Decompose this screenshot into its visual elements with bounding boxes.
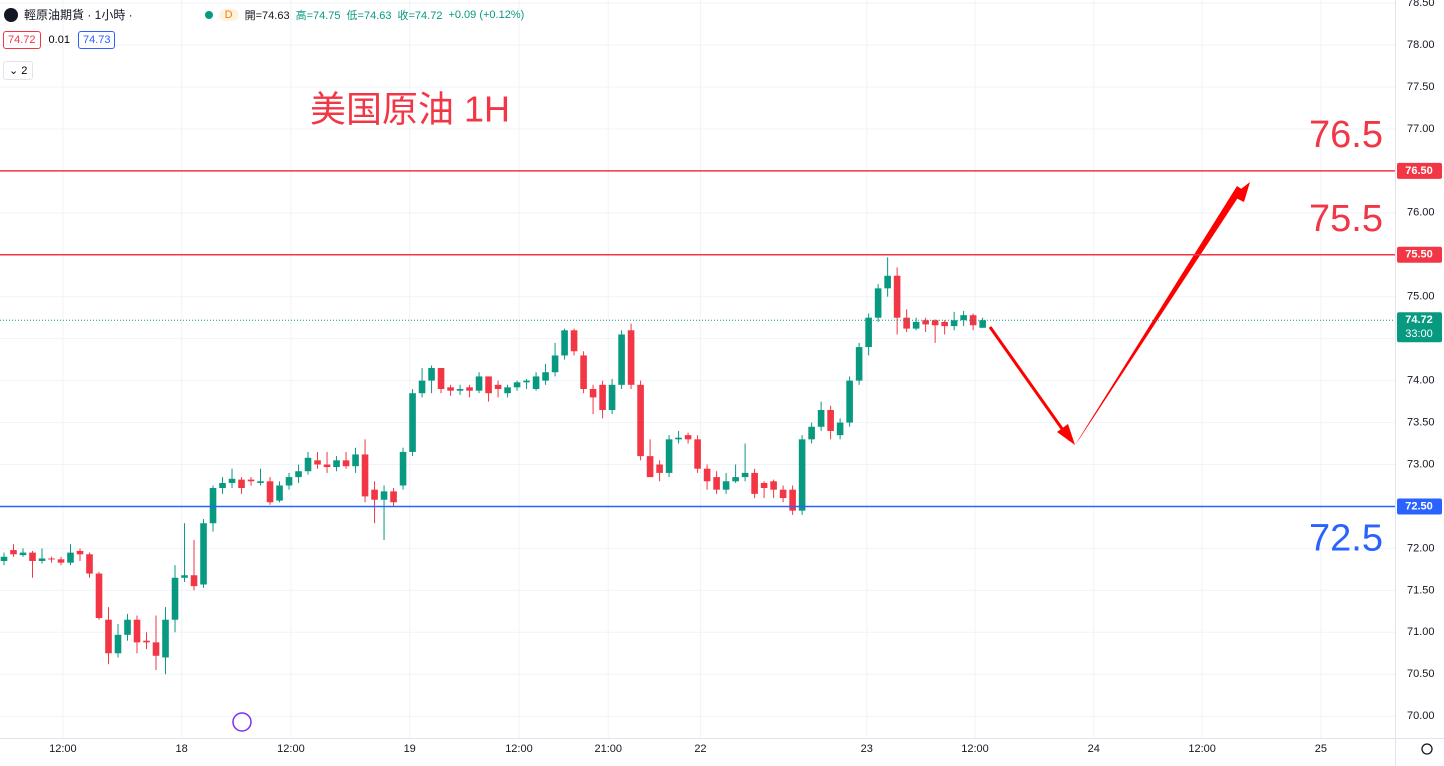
y-tick-label: 72.00 — [1407, 542, 1435, 554]
y-tick-label: 77.00 — [1407, 123, 1435, 135]
x-tick-label: 24 — [1088, 743, 1100, 755]
indicators-toggle[interactable]: ⌄ 2 — [3, 61, 34, 80]
level-label: 76.50 — [1405, 165, 1433, 177]
y-tick-label: 70.50 — [1407, 668, 1435, 680]
marks — [0, 275, 986, 658]
forecast-arrow — [988, 182, 1250, 445]
bid[interactable]: 74.72 — [3, 31, 41, 49]
level-badge — [1397, 162, 1442, 179]
last-price-badge — [1397, 312, 1442, 343]
chart-title: 美国原油 1H — [310, 89, 510, 130]
level-annotation: 75.5 — [1309, 198, 1383, 240]
y-tick-label: 78.50 — [1407, 0, 1435, 9]
price-axis-bg — [1395, 0, 1444, 766]
grid — [0, 0, 1395, 738]
y-tick-label: 71.00 — [1407, 626, 1435, 638]
y-tick-label: 78.00 — [1407, 39, 1435, 51]
x-tick-label: 23 — [861, 743, 873, 755]
ohlc-high: 高=74.75 — [295, 9, 341, 22]
countdown: 33:00 — [1405, 328, 1433, 340]
y-tick-label: 74.00 — [1407, 375, 1435, 387]
level-badge — [1397, 498, 1442, 515]
quote-row: 74.72 0.01 74.73 — [3, 31, 116, 49]
header: 輕原油期貨 · 1小時 · D 開=74.63 高=74.75 低=74.63 … — [4, 6, 524, 23]
y-tick-label: 77.50 — [1407, 81, 1435, 93]
level-annotation: 76.5 — [1309, 114, 1383, 156]
ohlc-change: +0.09 (+0.12%) — [448, 8, 525, 21]
ohlc-low: 低=74.63 — [346, 9, 392, 22]
x-tick-label: 25 — [1315, 743, 1327, 755]
status-dot — [204, 10, 213, 19]
last-price-label: 74.72 — [1405, 314, 1433, 326]
ask[interactable]: 74.73 — [77, 31, 116, 49]
indicator-count: 2 — [21, 65, 28, 77]
x-tick-label: 12:00 — [277, 743, 305, 755]
level-label: 72.50 — [1405, 500, 1433, 512]
x-tick-label: 19 — [404, 743, 416, 755]
level-label: 75.50 — [1405, 249, 1433, 261]
ohlc-close: 收=74.72 — [397, 9, 443, 22]
symbol[interactable]: 輕原油期貨 · 1小時 · — [24, 8, 133, 22]
badge: D — [218, 8, 239, 21]
events-icon[interactable] — [232, 712, 252, 732]
x-tick-label: 12:00 — [505, 743, 533, 755]
spread: 0.01 — [48, 34, 70, 46]
y-tick-label: 75.00 — [1407, 291, 1435, 303]
settings-icon[interactable] — [1421, 743, 1433, 755]
y-tick-label: 73.50 — [1407, 416, 1435, 428]
x-tick-label: 12:00 — [49, 743, 77, 755]
x-tick-label: 12:00 — [1188, 743, 1216, 755]
logo — [4, 7, 18, 22]
x-tick-label: 21:00 — [595, 743, 623, 755]
x-tick-label: 12:00 — [961, 743, 989, 755]
ohlc-open: 開=74.63 — [244, 9, 290, 22]
y-tick-label: 71.50 — [1407, 584, 1435, 596]
x-tick-label: 22 — [694, 743, 706, 755]
y-tick-label: 76.00 — [1407, 207, 1435, 219]
level-annotation: 72.5 — [1309, 517, 1383, 559]
level-badge — [1397, 246, 1442, 263]
y-tick-label: 70.00 — [1407, 710, 1435, 722]
x-tick-label: 18 — [176, 743, 188, 755]
y-tick-label: 73.00 — [1407, 458, 1435, 470]
